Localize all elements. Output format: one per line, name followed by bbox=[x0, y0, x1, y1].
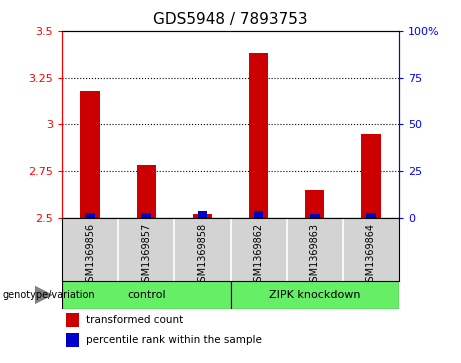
Bar bbox=[62, 281, 230, 309]
Bar bbox=[361, 134, 380, 218]
Text: genotype/variation: genotype/variation bbox=[2, 290, 95, 300]
Text: GSM1369856: GSM1369856 bbox=[85, 223, 95, 288]
Bar bbox=[366, 213, 376, 218]
Text: GSM1369864: GSM1369864 bbox=[366, 223, 376, 288]
Bar bbox=[230, 281, 399, 309]
Text: ZIPK knockdown: ZIPK knockdown bbox=[269, 290, 361, 300]
Text: GSM1369857: GSM1369857 bbox=[142, 223, 151, 288]
Polygon shape bbox=[35, 285, 53, 304]
Bar bbox=[85, 213, 95, 218]
Bar bbox=[142, 213, 151, 218]
Bar bbox=[254, 211, 263, 218]
Text: GSM1369858: GSM1369858 bbox=[197, 223, 207, 288]
Text: transformed count: transformed count bbox=[86, 315, 183, 325]
Bar bbox=[249, 53, 268, 218]
Bar bbox=[65, 313, 79, 327]
Bar bbox=[310, 215, 319, 218]
Bar bbox=[65, 333, 79, 347]
Bar bbox=[81, 91, 100, 218]
Title: GDS5948 / 7893753: GDS5948 / 7893753 bbox=[153, 12, 308, 27]
Bar bbox=[305, 190, 325, 218]
Text: percentile rank within the sample: percentile rank within the sample bbox=[86, 335, 262, 345]
Bar bbox=[136, 166, 156, 218]
Text: GSM1369862: GSM1369862 bbox=[254, 223, 264, 288]
Text: GSM1369863: GSM1369863 bbox=[310, 223, 319, 288]
Text: control: control bbox=[127, 290, 165, 300]
Bar bbox=[193, 214, 212, 218]
Bar bbox=[198, 211, 207, 218]
